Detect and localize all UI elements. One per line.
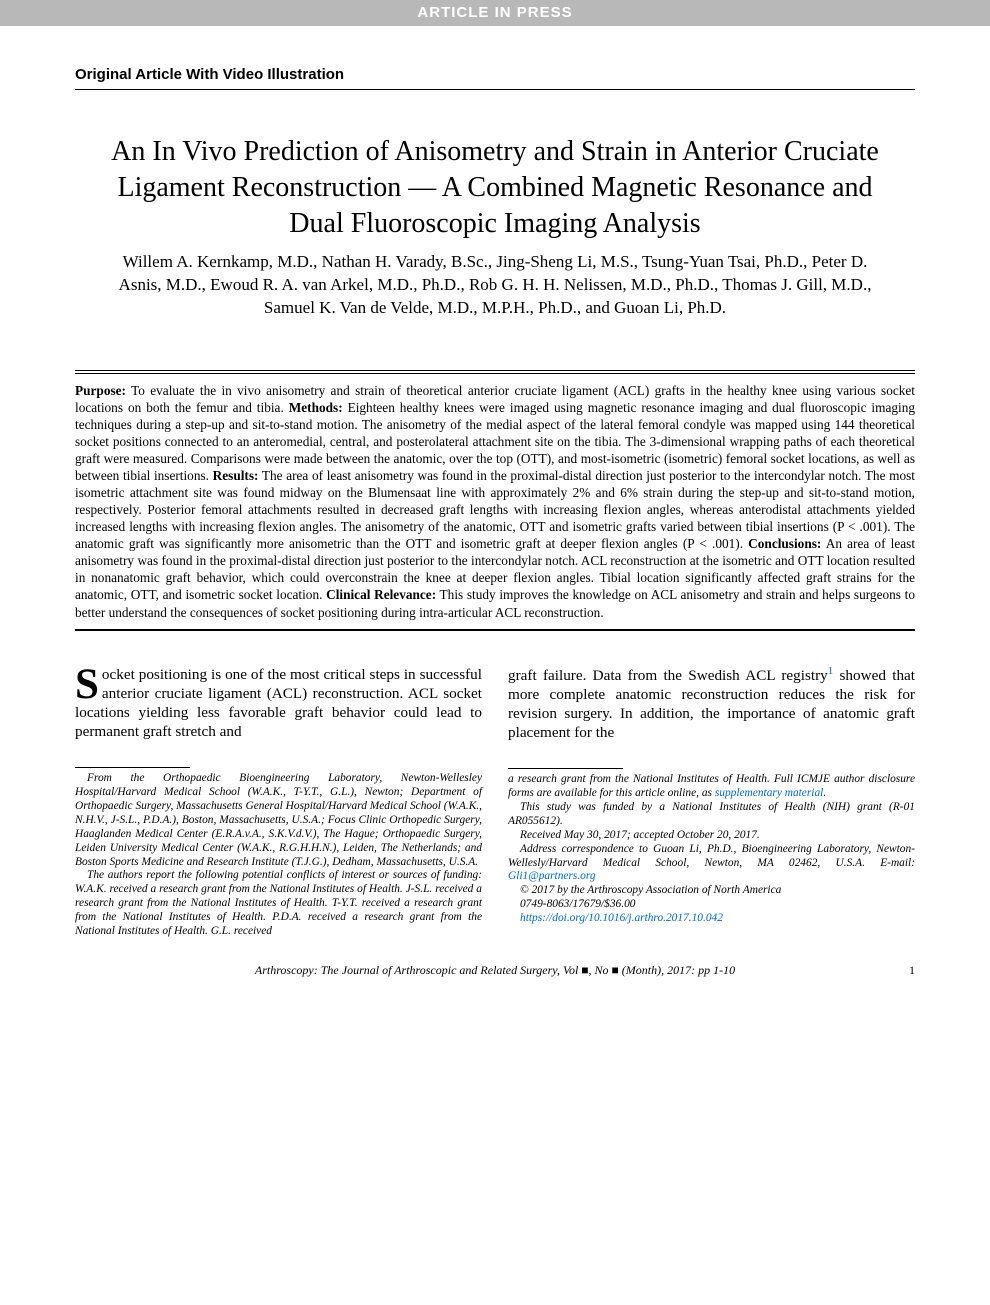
correspondence-footnote: Address correspondence to Guoan Li, Ph.D… xyxy=(508,843,915,885)
author-list: Willem A. Kernkamp, M.D., Nathan H. Vara… xyxy=(75,251,915,320)
footnote-text: a research grant from the National Insti… xyxy=(508,773,915,799)
conclusions-label: Conclusions: xyxy=(748,536,821,551)
affiliation-text: From the Orthopaedic Bioengineering Labo… xyxy=(75,772,482,869)
rule xyxy=(75,373,915,374)
coi-text: The authors report the following potenti… xyxy=(75,869,482,939)
intro-text-left: ocket positioning is one of the most cri… xyxy=(75,666,482,740)
footnote-rule xyxy=(75,767,190,768)
dropcap: S xyxy=(75,665,102,702)
supplementary-material-link[interactable]: supplementary material xyxy=(715,787,824,799)
abstract-block: Purpose: To evaluate the in vivo anisome… xyxy=(75,382,915,620)
purpose-label: Purpose: xyxy=(75,383,126,398)
affiliations-footnote: From the Orthopaedic Bioengineering Labo… xyxy=(75,772,482,939)
footnote-rule xyxy=(508,768,623,769)
page-number: 1 xyxy=(909,963,915,978)
email-link[interactable]: Gli1@partners.org xyxy=(508,870,596,882)
journal-citation: Arthroscopy: The Journal of Arthroscopic… xyxy=(255,963,735,977)
rule xyxy=(75,630,915,631)
funding-footnote: This study was funded by a National Inst… xyxy=(508,801,915,829)
intro-text-right-a: graft failure. Data from the Swedish ACL… xyxy=(508,667,828,684)
copyright-footnote: © 2017 by the Arthroscopy Association of… xyxy=(508,884,915,898)
footnote-disclosure-cont: a research grant from the National Insti… xyxy=(508,773,915,801)
clinical-relevance-label: Clinical Relevance: xyxy=(326,587,436,602)
page-footer: Arthroscopy: The Journal of Arthroscopic… xyxy=(75,963,915,978)
doi-link[interactable]: https://doi.org/10.1016/j.arthro.2017.10… xyxy=(508,912,915,926)
methods-label: Methods: xyxy=(289,400,343,415)
article-title: An In Vivo Prediction of Anisometry and … xyxy=(75,134,915,241)
dates-footnote: Received May 30, 2017; accepted October … xyxy=(508,829,915,843)
article-category: Original Article With Video Illustration xyxy=(75,66,915,90)
right-column: graft failure. Data from the Swedish ACL… xyxy=(508,665,915,939)
intro-paragraph-left: Socket positioning is one of the most cr… xyxy=(75,665,482,742)
body-columns: Socket positioning is one of the most cr… xyxy=(75,665,915,939)
results-label: Results: xyxy=(213,468,259,483)
footnote-period: . xyxy=(823,787,826,799)
intro-paragraph-right: graft failure. Data from the Swedish ACL… xyxy=(508,665,915,743)
right-footnotes: a research grant from the National Insti… xyxy=(508,773,915,926)
left-column: Socket positioning is one of the most cr… xyxy=(75,665,482,939)
correspondence-text: Address correspondence to Guoan Li, Ph.D… xyxy=(508,843,915,869)
article-in-press-bar: ARTICLE IN PRESS xyxy=(0,0,990,26)
rule xyxy=(75,370,915,371)
page-content: Original Article With Video Illustration… xyxy=(0,26,990,998)
issn-footnote: 0749-8063/17679/$36.00 xyxy=(508,898,915,912)
